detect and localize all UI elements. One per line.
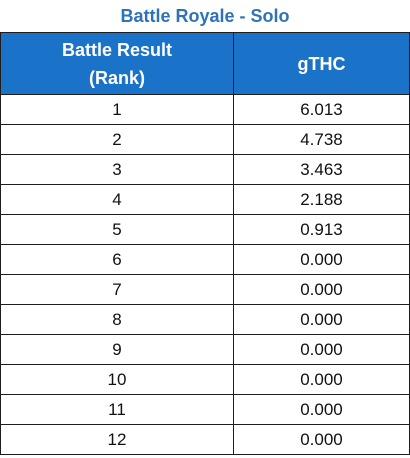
table-title: Battle Royale - Solo: [120, 6, 290, 26]
rank-cell: 3: [0, 154, 234, 185]
table-row: 9 0.000: [0, 334, 410, 365]
table-row: 11 0.000: [0, 394, 410, 425]
table-row: 7 0.000: [0, 274, 410, 305]
rank-cell: 11: [0, 394, 234, 425]
column-header-rank: Battle Result (Rank): [0, 32, 234, 95]
table-row: 5 0.913: [0, 214, 410, 245]
gthc-cell: 3.463: [233, 154, 410, 185]
gthc-cell: 0.000: [233, 244, 410, 275]
rank-cell: 10: [0, 364, 234, 395]
table-row: 2 4.738: [0, 124, 410, 155]
gthc-cell: 4.738: [233, 124, 410, 155]
table-row: 3 3.463: [0, 154, 410, 185]
gthc-cell: 0.000: [233, 274, 410, 305]
table-row: 1 6.013: [0, 94, 410, 125]
rank-cell: 4: [0, 184, 234, 215]
rank-cell: 12: [0, 424, 234, 455]
header-row: Battle Result (Rank) gTHC: [0, 32, 410, 95]
column-header-rank-line2: (Rank): [88, 67, 145, 88]
gthc-cell: 0.000: [233, 304, 410, 335]
gthc-cell: 0.000: [233, 424, 410, 455]
gthc-cell: 6.013: [233, 94, 410, 125]
gthc-cell: 0.000: [233, 394, 410, 425]
rank-cell: 7: [0, 274, 234, 305]
table-row: 12 0.000: [0, 424, 410, 455]
rank-cell: 6: [0, 244, 234, 275]
column-header-rank-line1: Battle Result: [61, 39, 173, 60]
gthc-cell: 2.188: [233, 184, 410, 215]
table-row: 8 0.000: [0, 304, 410, 335]
results-table: Battle Result (Rank) gTHC 1 6.013 2 4.73…: [0, 32, 410, 455]
gthc-cell: 0.000: [233, 334, 410, 365]
gthc-cell: 0.913: [233, 214, 410, 245]
gthc-cell: 0.000: [233, 364, 410, 395]
rank-cell: 5: [0, 214, 234, 245]
column-header-gthc: gTHC: [233, 32, 410, 95]
table-row: 4 2.188: [0, 184, 410, 215]
rank-cell: 9: [0, 334, 234, 365]
rank-cell: 1: [0, 94, 234, 125]
rank-cell: 8: [0, 304, 234, 335]
table-row: 6 0.000: [0, 244, 410, 275]
table-row: 10 0.000: [0, 364, 410, 395]
rank-cell: 2: [0, 124, 234, 155]
